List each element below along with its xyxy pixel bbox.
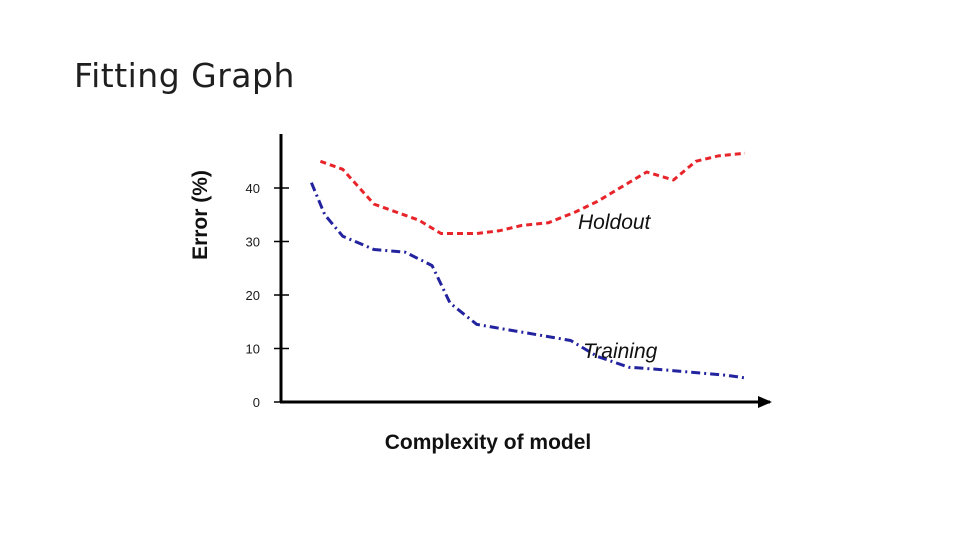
y-tick-label: 0 xyxy=(253,395,260,410)
x-axis-title: Complexity of model xyxy=(385,431,592,454)
series-line-holdout xyxy=(319,151,746,235)
series-label-holdout: Holdout xyxy=(578,211,652,234)
y-axis-title: Error (%) xyxy=(189,170,212,260)
slide-title: Fitting Graph xyxy=(74,56,295,95)
y-tick-label: 20 xyxy=(246,288,260,303)
series-label-training: Training xyxy=(583,340,658,363)
y-tick-label: 10 xyxy=(246,342,260,357)
y-tick-label: 40 xyxy=(246,181,260,196)
series-line-training xyxy=(310,182,746,380)
y-tick-label: 30 xyxy=(246,235,260,250)
